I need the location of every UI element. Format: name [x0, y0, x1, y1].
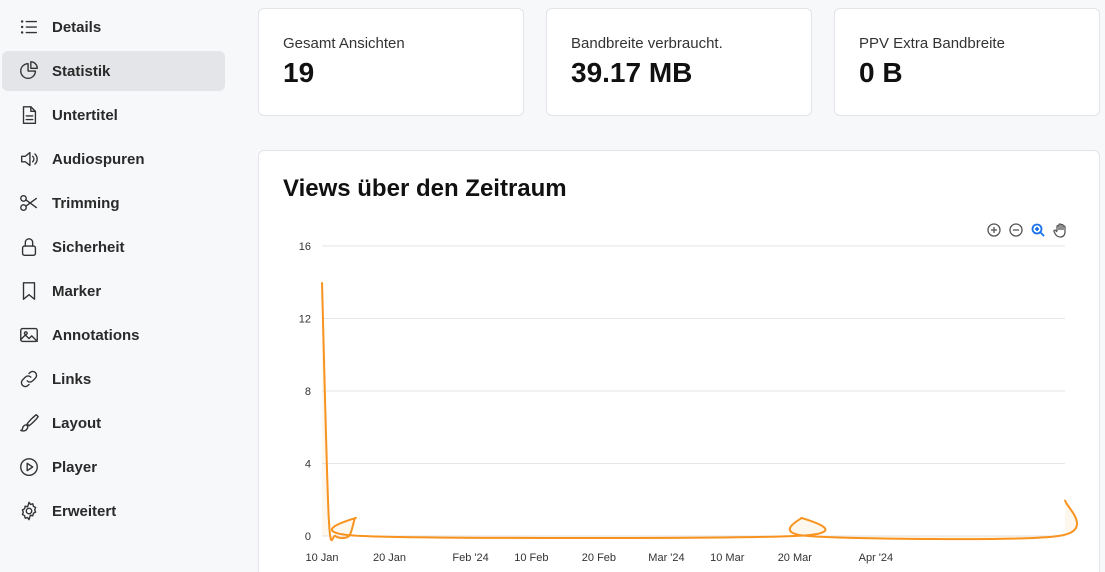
- x-tick-label: Apr '24: [859, 552, 894, 564]
- zoom-select-icon[interactable]: [1029, 221, 1047, 239]
- x-tick-label: Feb '24: [452, 552, 488, 564]
- gear-icon: [18, 500, 40, 522]
- bookmark-icon: [18, 280, 40, 302]
- stat-label: PPV Extra Bandbreite: [859, 35, 1005, 52]
- stat-value: 39.17 MB: [571, 57, 693, 88]
- sidebar-item-statistik[interactable]: Statistik: [2, 51, 225, 91]
- sidebar-item-label: Marker: [52, 282, 102, 300]
- series-area: [322, 282, 1078, 541]
- y-tick-label: 8: [305, 386, 311, 398]
- stat-value: 0 B: [859, 57, 903, 88]
- pan-icon[interactable]: [1051, 221, 1069, 239]
- sidebar-item-annotations[interactable]: Annotations: [2, 315, 225, 355]
- image-icon: [18, 324, 40, 346]
- x-tick-label: 20 Mar: [778, 552, 813, 564]
- scissors-icon: [18, 192, 40, 214]
- zoom-in-icon[interactable]: [985, 221, 1003, 239]
- sidebar-item-details[interactable]: Details: [2, 7, 225, 47]
- stat-card-ppv-bandwidth: PPV Extra Bandbreite 0 B: [834, 8, 1100, 116]
- lock-icon: [18, 236, 40, 258]
- sidebar: Details Statistik Untertitel Audiospuren Tri…: [0, 0, 232, 572]
- sidebar-item-audiospuren[interactable]: Audiospuren: [2, 139, 225, 179]
- zoom-out-icon[interactable]: [1007, 221, 1025, 239]
- stat-card-bandwidth: Bandbreite verbraucht. 39.17 MB: [546, 8, 812, 116]
- sidebar-item-label: Player: [52, 458, 98, 476]
- link-icon: [18, 368, 40, 390]
- chart-toolbar: [985, 221, 1069, 239]
- chart-card: Views über den Zeitraum: [258, 150, 1100, 572]
- x-tick-label: 10 Jan: [305, 552, 338, 564]
- sidebar-item-label: Layout: [52, 414, 102, 432]
- pie-chart-icon: [18, 60, 40, 82]
- stat-value: 19: [283, 57, 315, 88]
- list-icon: [18, 16, 40, 38]
- chart-title: Views über den Zeitraum: [283, 175, 567, 202]
- sidebar-item-layout[interactable]: Layout: [2, 403, 225, 443]
- sidebar-item-erweitert[interactable]: Erweitert: [2, 491, 225, 531]
- sidebar-item-label: Erweitert: [52, 502, 117, 520]
- document-icon: [18, 104, 40, 126]
- x-tick-label: 10 Mar: [710, 552, 745, 564]
- sidebar-item-label: Details: [52, 18, 102, 36]
- y-tick-label: 12: [299, 314, 311, 326]
- x-tick-label: 20 Feb: [582, 552, 616, 564]
- stat-card-views: Gesamt Ansichten 19: [258, 8, 524, 116]
- x-tick-label: Mar '24: [648, 552, 684, 564]
- play-icon: [18, 456, 40, 478]
- sidebar-item-label: Trimming: [52, 194, 120, 212]
- sidebar-item-label: Untertitel: [52, 106, 118, 124]
- sidebar-item-label: Audiospuren: [52, 150, 145, 168]
- sidebar-item-links[interactable]: Links: [2, 359, 225, 399]
- sidebar-item-sicherheit[interactable]: Sicherheit: [2, 227, 225, 267]
- sidebar-item-label: Sicherheit: [52, 238, 125, 256]
- sidebar-item-player[interactable]: Player: [2, 447, 225, 487]
- series-line: [321, 282, 1078, 542]
- x-tick-label: 10 Feb: [514, 552, 548, 564]
- sidebar-item-label: Links: [52, 370, 92, 388]
- y-tick-label: 16: [299, 241, 311, 253]
- stat-label: Bandbreite verbraucht.: [571, 35, 723, 52]
- sidebar-item-untertitel[interactable]: Untertitel: [2, 95, 225, 135]
- y-tick-label: 0: [305, 531, 311, 543]
- x-tick-label: 20 Jan: [373, 552, 406, 564]
- speaker-icon: [18, 148, 40, 170]
- brush-icon: [18, 412, 40, 434]
- stat-label: Gesamt Ansichten: [283, 35, 405, 52]
- sidebar-item-marker[interactable]: Marker: [2, 271, 225, 311]
- sidebar-item-trimming[interactable]: Trimming: [2, 183, 225, 223]
- sidebar-item-label: Annotations: [52, 326, 140, 344]
- sidebar-item-label: Statistik: [52, 62, 111, 80]
- y-tick-label: 4: [305, 459, 311, 471]
